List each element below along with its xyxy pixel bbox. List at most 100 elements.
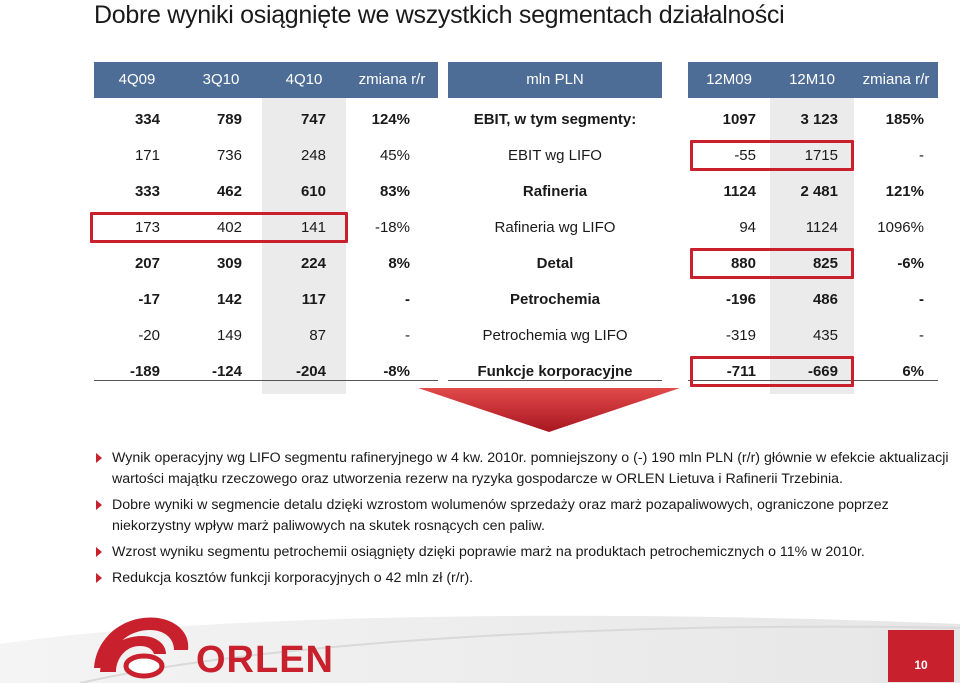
table-row: 173 402 141 -18% 94 1124 1096% Rafineria wg LIF… [0,210,960,246]
cell-3q10: 736 [216,147,242,164]
bullet-triangle-icon [96,453,102,463]
cell-12m09: -55 [734,147,756,164]
cell-4q10: -204 [295,363,326,380]
cell-3q10: -124 [211,363,242,380]
cell-4q10: 87 [309,327,326,344]
table-header-annual: 12M09 12M10 zmiana r/r [688,62,938,98]
list-item: Wzrost wyniku segmentu petrochemii osiąg… [94,542,950,563]
cell-label: Detal [536,255,574,272]
cell-4q09: 334 [134,111,160,128]
table-row: 333 462 610 83% 1124 2 481 121% Rafineria [0,174,960,210]
list-item: Dobre wyniki w segmencie detalu dzięki w… [94,495,950,537]
cell-12m09: 94 [739,219,756,236]
cell-4q09: 207 [134,255,160,272]
cell-12m10: 1715 [804,147,838,164]
cell-4q10: 224 [300,255,326,272]
table-bottom-rule [688,380,938,381]
highlight-corporate [690,356,854,387]
cell-4q09: -189 [129,363,160,380]
cell-12m10: 3 123 [800,111,838,128]
cell-change-annual: -6% [897,255,924,272]
cell-label: Petrochemia wg LIFO [482,327,628,344]
cell-12m09: 1124 [723,183,756,200]
bullet-text: Wynik operacyjny wg LIFO segmentu rafine… [112,450,949,487]
cell-3q10: 789 [216,111,242,128]
header-change-quarterly: zmiana r/r [358,71,426,88]
header-12m09: 12M09 [706,71,752,88]
highlight-retail [690,248,854,279]
cell-change-annual: - [919,147,924,164]
page-title: Dobre wyniki osiągnięte we wszystkich se… [94,1,785,29]
cell-label: Rafineria [522,183,588,200]
cell-12m10: 825 [812,255,838,272]
cell-4q10: 747 [300,111,326,128]
cell-3q10: 142 [216,291,242,308]
cell-label: Rafineria wg LIFO [494,219,616,236]
header-4q10: 4Q10 [285,71,323,88]
orlen-logo-icon [94,617,189,679]
table-bottom-rule [448,380,662,381]
cell-4q10: 117 [301,291,326,308]
header-3q10: 3Q10 [202,71,240,88]
cell-12m09: -711 [726,363,756,380]
cell-12m10: 1124 [805,219,838,236]
down-arrow-icon [418,388,680,432]
header-unit: mln PLN [526,71,584,88]
cell-change-annual: 185% [885,111,924,128]
bullet-text: Wzrost wyniku segmentu petrochemii osiąg… [112,544,865,560]
page-number: 10 [888,630,954,682]
cell-12m09: -319 [725,327,756,344]
cell-3q10: 462 [216,183,242,200]
cell-12m10: 486 [812,291,838,308]
highlight-ebit-lifo [690,140,854,171]
footer-swoosh [0,615,960,683]
table-header-unit: mln PLN [448,62,662,98]
cell-12m09: -196 [725,291,756,308]
cell-4q09: 173 [134,219,160,236]
table-row: 334 789 747 124% 1097 3 123 185% EBIT, w tym se… [0,102,960,138]
cell-3q10: 402 [216,219,242,236]
cell-12m10: 435 [812,327,838,344]
bullet-text: Redukcja kosztów funkcji korporacyjnych … [112,570,474,586]
shade-column-4q10 [262,98,346,394]
cell-4q09: -17 [138,291,160,308]
highlight-refinery-lifo [90,212,348,243]
cell-12m09: 1097 [722,111,756,128]
cell-change-annual: - [919,327,924,344]
bullet-triangle-icon [96,500,102,510]
commentary-list: Wynik operacyjny wg LIFO segmentu rafine… [94,448,950,594]
cell-change-quarterly: 124% [371,111,410,128]
cell-12m10: -669 [807,363,838,380]
cell-change-annual: 121% [885,183,924,200]
shade-column-12m10 [770,98,854,394]
cell-4q10: 141 [300,219,326,236]
list-item: Redukcja kosztów funkcji korporacyjnych … [94,568,950,589]
cell-4q10: 248 [300,147,326,164]
cell-label: Petrochemia [509,291,601,308]
cell-change-quarterly: 83% [379,183,410,200]
cell-change-quarterly: 8% [388,255,410,272]
table-row: 171 736 248 45% -55 1715 - EBIT wg LIFO [0,138,960,174]
cell-4q09: 171 [134,147,160,164]
header-12m10: 12M10 [789,71,835,88]
cell-label: EBIT wg LIFO [508,147,602,164]
bullet-triangle-icon [96,573,102,583]
list-item: Wynik operacyjny wg LIFO segmentu rafine… [94,448,950,490]
cell-4q09: -20 [138,327,160,344]
cell-4q10: 610 [300,183,326,200]
bullet-triangle-icon [96,547,102,557]
cell-change-quarterly: 45% [379,147,410,164]
table-header-quarterly: 4Q09 3Q10 4Q10 zmiana r/r [94,62,438,98]
cell-3q10: 309 [216,255,242,272]
cell-change-annual: - [919,291,924,308]
cell-12m09: 880 [730,255,756,272]
cell-label: Funkcje korporacyjne [477,363,633,380]
cell-change-quarterly: - [405,327,410,344]
table-row: -20 149 87 - -319 435 - Petrochemia wg LIFO [0,318,960,354]
table-bottom-rule [94,380,438,381]
bullet-text: Dobre wyniki w segmencie detalu dzięki w… [112,497,889,534]
cell-12m10: 2 481 [800,183,838,200]
cell-change-annual: 6% [902,363,924,380]
brand-wordmark: ORLEN [196,639,334,681]
cell-change-quarterly: -8% [383,363,410,380]
